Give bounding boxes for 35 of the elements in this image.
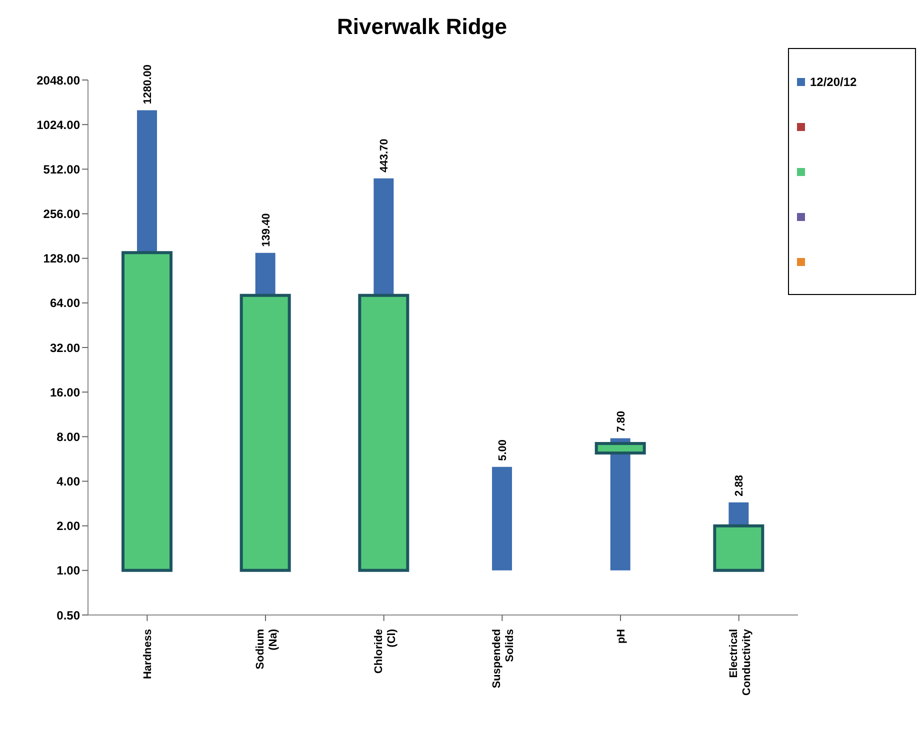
bar — [610, 438, 630, 570]
data-label: 2.88 — [734, 474, 746, 496]
x-tick-label: Suspended Solids — [491, 629, 516, 688]
y-tick-label: 1.00 — [56, 564, 80, 578]
y-tick-label: 16.00 — [50, 385, 80, 400]
x-tick-label: pH — [616, 628, 628, 644]
chart-title: Riverwalk Ridge — [336, 13, 508, 40]
y-tick-label: 0.50 — [56, 608, 80, 622]
data-label: 443.70 — [378, 138, 391, 172]
bar — [594, 442, 646, 455]
y-tick-label: 2.00 — [56, 519, 80, 534]
y-tick-label: 512.00 — [43, 162, 80, 176]
bar — [492, 466, 512, 570]
y-tick-label: 4.00 — [56, 474, 80, 489]
x-tick-label: Chloride (Cl) — [372, 628, 398, 674]
bar — [240, 294, 291, 572]
bar — [713, 524, 764, 572]
y-tick-label: 8.00 — [56, 430, 80, 444]
y-tick-label: 64.00 — [50, 296, 80, 310]
y-tick-label: 128.00 — [43, 252, 80, 266]
data-label: 1280.00 — [142, 64, 154, 104]
legend-label: 12/20/12 — [809, 74, 858, 90]
y-tick-label: 2048.00 — [36, 73, 80, 88]
data-label: 139.40 — [260, 213, 272, 247]
bar — [122, 251, 172, 572]
legend-box: 12/20/12 — [788, 48, 916, 295]
y-tick-label: 256.00 — [43, 207, 80, 222]
y-tick-label: 32.00 — [50, 340, 80, 355]
data-label: 7.80 — [615, 410, 628, 432]
bar — [358, 294, 410, 572]
x-tick-label: Sodium (Na) — [254, 628, 280, 670]
data-label: 5.00 — [497, 439, 509, 461]
y-tick-label: 1024.00 — [36, 118, 80, 132]
x-tick-label: Electrical Conductivity — [728, 628, 753, 696]
x-tick-label: Hardness — [142, 629, 154, 680]
